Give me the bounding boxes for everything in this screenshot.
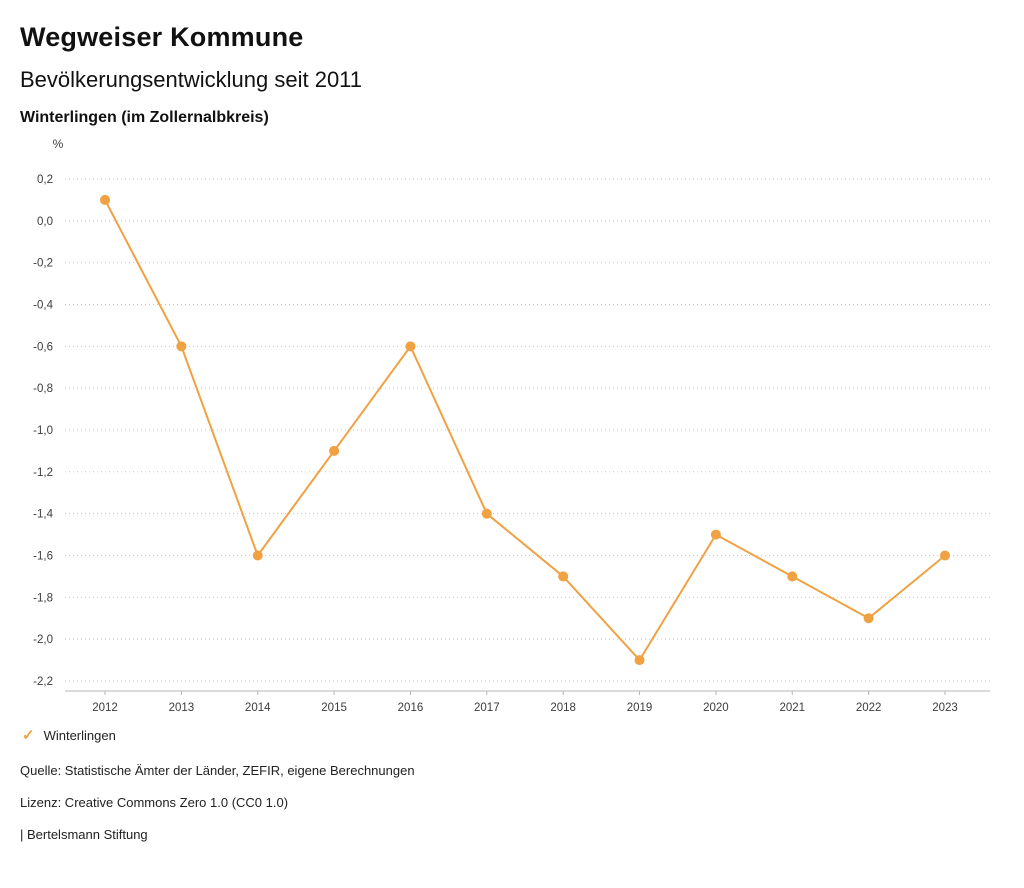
x-tick-label: 2014 xyxy=(245,702,271,714)
data-point[interactable] xyxy=(481,508,492,519)
source-text: Quelle: Statistische Ämter der Länder, Z… xyxy=(20,763,415,778)
check-icon: ✓ xyxy=(22,727,35,744)
data-point[interactable] xyxy=(558,571,569,582)
data-point[interactable] xyxy=(863,613,874,624)
x-tick-label: 2017 xyxy=(474,702,500,714)
y-tick-label: -0,6 xyxy=(33,341,53,353)
x-tick-label: 2013 xyxy=(169,702,195,714)
y-tick-label: -1,8 xyxy=(33,592,53,604)
y-tick-label: -2,0 xyxy=(33,634,53,646)
data-point[interactable] xyxy=(940,550,950,561)
data-point[interactable] xyxy=(710,529,721,540)
chart-legend: ✓ Winterlingen xyxy=(22,728,1024,743)
x-tick-label: 2016 xyxy=(398,702,424,714)
data-point[interactable] xyxy=(329,445,340,456)
data-point[interactable] xyxy=(634,655,645,666)
x-tick-label: 2019 xyxy=(627,702,653,714)
chart-region: Winterlingen (im Zollernalbkreis) xyxy=(20,109,269,126)
license-text: Lizenz: Creative Commons Zero 1.0 (CC0 1… xyxy=(20,795,289,810)
y-tick-label: -1,0 xyxy=(33,425,53,437)
y-tick-label: -0,2 xyxy=(33,258,53,270)
y-tick-label: -1,4 xyxy=(33,509,53,521)
x-tick-label: 2023 xyxy=(932,702,958,714)
series-line xyxy=(104,198,946,662)
data-point[interactable] xyxy=(405,341,416,352)
x-tick-label: 2020 xyxy=(703,702,729,714)
data-point[interactable] xyxy=(176,341,187,352)
y-axis-unit-label: % xyxy=(53,137,64,151)
data-point[interactable] xyxy=(787,571,798,582)
x-tick-label: 2022 xyxy=(856,702,882,714)
line-chart-svg: % 0,2 0,0 -0,2 -0,4 -0,6 -0,8 -1,0 -1,2 -1,4 -1,6 -… xyxy=(33,137,990,714)
line-chart: % 0,2 0,0 -0,2 -0,4 -0,6 -0,8 -1,0 -1,2 -1,4 -1,6 -… xyxy=(0,129,1024,714)
attribution-text: | Bertelsmann Stiftung xyxy=(20,827,148,842)
data-point[interactable] xyxy=(252,550,263,561)
y-tick-label: -0,8 xyxy=(33,383,53,395)
legend-item-winterlingen[interactable]: ✓ Winterlingen xyxy=(22,728,116,743)
chart-footer: Quelle: Statistische Ämter der Länder, Z… xyxy=(20,763,1024,842)
x-tick-label: 2018 xyxy=(550,702,576,714)
x-tick-label: 2015 xyxy=(321,702,347,714)
page-title: Wegweiser Kommune xyxy=(20,22,304,52)
chart-subtitle: Bevölkerungsentwicklung seit 2011 xyxy=(20,67,363,92)
legend-label: Winterlingen xyxy=(43,728,116,743)
x-tick-label: 2012 xyxy=(92,702,118,714)
x-tick-label: 2021 xyxy=(779,702,805,714)
y-tick-label: 0,0 xyxy=(37,216,53,228)
y-tick-label: -1,6 xyxy=(33,551,53,563)
y-tick-label: -1,2 xyxy=(33,467,53,479)
y-tick-label: -2,2 xyxy=(33,676,53,688)
data-point[interactable] xyxy=(100,194,110,205)
chart-header: Wegweiser Kommune Bevölkerungsentwicklun… xyxy=(0,0,1024,127)
y-tick-label: -0,4 xyxy=(33,300,53,312)
y-tick-label: 0,2 xyxy=(37,174,53,186)
